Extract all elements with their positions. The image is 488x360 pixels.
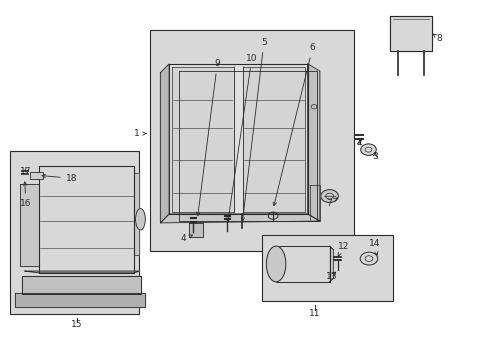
- Polygon shape: [22, 276, 141, 294]
- Text: 8: 8: [432, 34, 442, 44]
- Polygon shape: [169, 64, 307, 214]
- Polygon shape: [20, 184, 39, 266]
- Polygon shape: [25, 271, 139, 273]
- Polygon shape: [329, 246, 333, 282]
- Text: 3: 3: [371, 152, 377, 161]
- Bar: [261, 235, 392, 301]
- Polygon shape: [276, 246, 329, 282]
- Ellipse shape: [266, 246, 285, 282]
- Text: 4: 4: [181, 234, 192, 243]
- Ellipse shape: [135, 208, 145, 230]
- Text: 12: 12: [337, 242, 348, 256]
- Polygon shape: [307, 64, 319, 221]
- Polygon shape: [15, 293, 145, 307]
- Text: 1: 1: [134, 129, 146, 138]
- Polygon shape: [242, 67, 305, 212]
- Text: 15: 15: [71, 320, 82, 329]
- Polygon shape: [39, 166, 134, 273]
- Text: 9: 9: [196, 59, 220, 216]
- Text: 18: 18: [42, 174, 77, 183]
- Bar: [30, 172, 43, 179]
- Text: 17: 17: [20, 167, 31, 176]
- Text: 14: 14: [368, 239, 379, 255]
- Polygon shape: [160, 214, 319, 223]
- Text: 6: 6: [273, 43, 315, 206]
- Polygon shape: [389, 16, 431, 51]
- Text: 7: 7: [325, 198, 337, 208]
- Polygon shape: [160, 64, 169, 223]
- Bar: [10, 152, 139, 314]
- Circle shape: [320, 190, 338, 203]
- Circle shape: [360, 144, 375, 156]
- Polygon shape: [179, 71, 317, 221]
- Text: 2: 2: [356, 138, 362, 147]
- Text: 16: 16: [20, 182, 31, 208]
- Circle shape: [360, 252, 377, 265]
- Polygon shape: [134, 173, 139, 255]
- Text: 5: 5: [241, 38, 266, 221]
- Text: 11: 11: [308, 310, 320, 319]
- Polygon shape: [171, 67, 234, 212]
- Bar: [149, 30, 353, 251]
- Text: 10: 10: [226, 54, 257, 221]
- Text: 13: 13: [325, 272, 337, 281]
- Polygon shape: [188, 223, 203, 237]
